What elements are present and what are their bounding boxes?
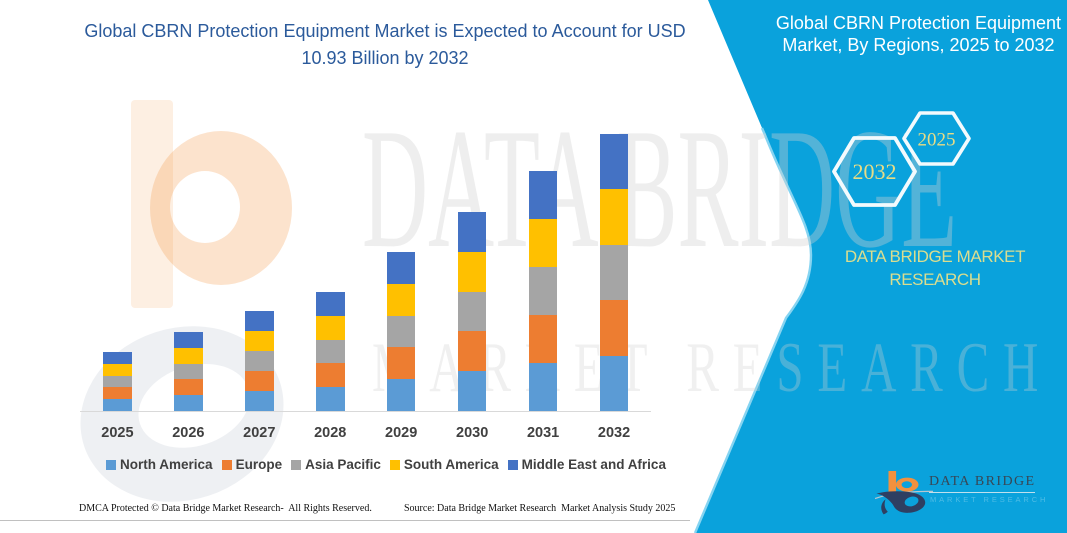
svg-text:2025: 2025 bbox=[918, 130, 956, 151]
svg-text:2032: 2032 bbox=[853, 159, 897, 184]
